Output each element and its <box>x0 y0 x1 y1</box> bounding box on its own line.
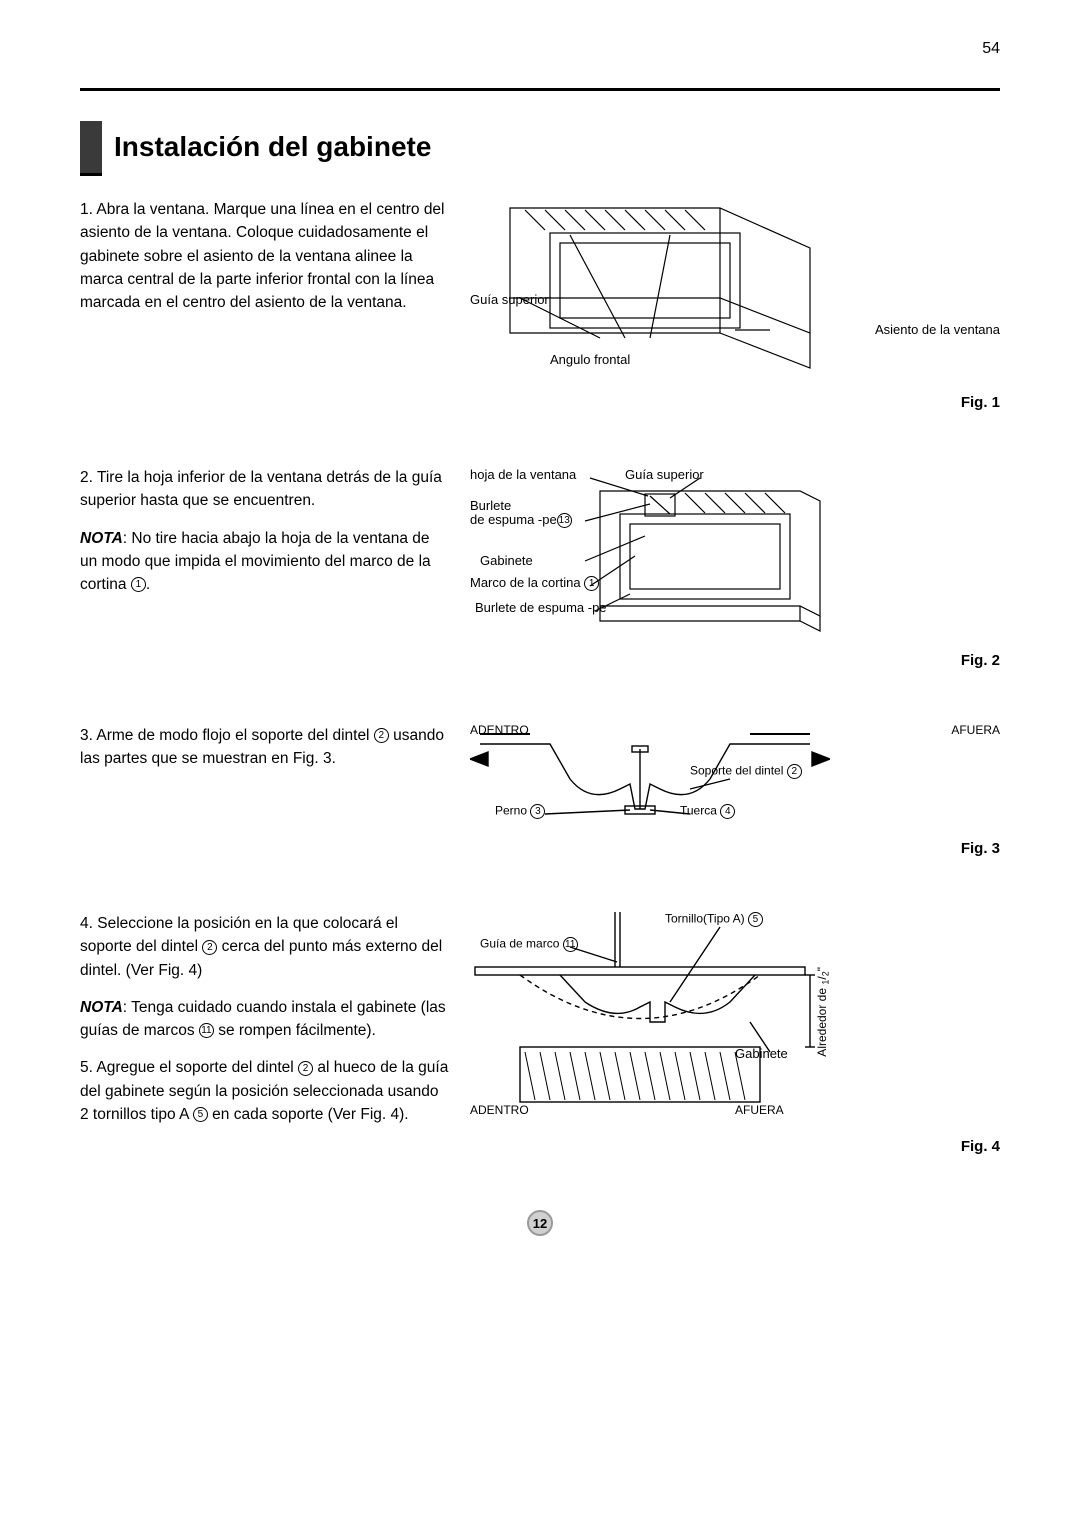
fig4-alr-c: / <box>815 976 829 979</box>
s3c: las partes que se muestran en Fig. 3. <box>80 750 336 767</box>
figure-3: ADENTRO AFUERA Soporte del dintel 2 Pern… <box>470 724 1000 857</box>
circled-5: 5 <box>193 1107 208 1122</box>
fig3-tuerca-text: Tuerca <box>680 804 720 818</box>
fig1-label-asiento: Asiento de la ventana <box>875 323 1000 337</box>
fig3-soporte: Soporte del dintel 2 <box>690 764 802 779</box>
step-3-text: 3. Arme de modo flojo el soporte del din… <box>80 724 450 857</box>
s5c: 2 tornillos tipo A <box>80 1106 193 1123</box>
fig3-afuera: AFUERA <box>951 724 1000 737</box>
fig2-marco-text: Marco de la cortina <box>470 575 584 590</box>
circled-2c: 2 <box>202 940 217 955</box>
circled-2d: 2 <box>298 1061 313 1076</box>
fig1-label-angulo: Angulo frontal <box>550 353 630 367</box>
fig4-alrededor: Alrededor de 1/2" <box>816 967 831 1057</box>
nota-label: NOTA <box>80 530 123 547</box>
fig4-afuera: AFUERA <box>735 1104 784 1117</box>
fig1-label-guia: Guía superior <box>470 293 549 307</box>
step-2-row: 2. Tire la hoja inferior de la ventana d… <box>80 466 1000 669</box>
circled-11b: 11 <box>563 937 578 952</box>
circled-11: 11 <box>199 1023 214 1038</box>
fig2-label-burlete2: Burlete de espuma -pe <box>475 601 607 615</box>
circled-13: 13 <box>557 513 572 528</box>
s4nb: se rompen fácilmente). <box>214 1022 376 1039</box>
s5d: en cada soporte (Ver Fig. 4). <box>208 1106 409 1123</box>
section-title: Instalación del gabinete <box>114 131 431 163</box>
nota-end: . <box>146 576 150 593</box>
figure-1: Guía superior Asiento de la ventana Angu… <box>470 198 1000 411</box>
fig2-label-gabinete: Gabinete <box>480 554 533 568</box>
fig2-caption: Fig. 2 <box>470 652 1000 669</box>
footer: 12 <box>80 1210 1000 1236</box>
circled-5b: 5 <box>748 912 763 927</box>
fig4-alr-e: " <box>815 967 829 971</box>
figure-2: hoja de la ventana Guía superior Burlete… <box>470 466 1000 669</box>
page-number-top: 54 <box>80 40 1000 58</box>
circled-1: 1 <box>131 577 146 592</box>
fig4-gabinete: Gabinete <box>735 1047 788 1061</box>
fig3-tuerca: Tuerca 4 <box>680 804 735 819</box>
step-4-paragraph: 4. Seleccione la posición en la que colo… <box>80 912 450 982</box>
step-5-paragraph: 5. Agregue el soporte del dintel 2 al hu… <box>80 1056 450 1126</box>
fig1-caption: Fig. 1 <box>470 394 1000 411</box>
s3b: usando <box>389 727 444 744</box>
nota-label-4: NOTA <box>80 999 123 1016</box>
fig4-caption: Fig. 4 <box>470 1138 1000 1155</box>
title-block-icon <box>80 121 102 173</box>
step-1-paragraph: 1. Abra la ventana. Marque una línea en … <box>80 198 450 314</box>
step-2-text: 2. Tire la hoja inferior de la ventana d… <box>80 466 450 669</box>
circled-4: 4 <box>720 804 735 819</box>
fig3-adentro: ADENTRO <box>470 724 529 737</box>
fig2-burlete-b: de espuma -pe <box>470 512 557 527</box>
fig4-tornillo: Tornillo(Tipo A) 5 <box>665 912 763 927</box>
fig4-alr-a: Alrededor de <box>815 985 829 1057</box>
fig4-alr-b: 1 <box>820 980 830 985</box>
fig2-label-marco: Marco de la cortina 1 <box>470 576 599 591</box>
step-1-text: 1. Abra la ventana. Marque una línea en … <box>80 198 450 411</box>
section-header: Instalación del gabinete <box>80 121 1000 173</box>
step-45-row: 4. Seleccione la posición en la que colo… <box>80 912 1000 1155</box>
circled-2b: 2 <box>787 764 802 779</box>
fig2-label-burlete1: Burlete de espuma -pe13 <box>470 499 572 528</box>
figure-4: Guía de marco 11 Tornillo(Tipo A) 5 Gabi… <box>470 912 1000 1155</box>
fig3-soporte-text: Soporte del dintel <box>690 764 787 778</box>
step-2-paragraph: 2. Tire la hoja inferior de la ventana d… <box>80 466 450 513</box>
fig3-caption: Fig. 3 <box>470 840 1000 857</box>
step-3-paragraph: 3. Arme de modo flojo el soporte del din… <box>80 724 450 771</box>
circled-1b: 1 <box>584 576 599 591</box>
fig3-perno: Perno 3 <box>495 804 545 819</box>
footer-page-badge: 12 <box>527 1210 553 1236</box>
fig3-perno-text: Perno <box>495 804 530 818</box>
fig4-alr-d: 2 <box>820 971 830 976</box>
fig4-guia-marco: Guía de marco 11 <box>480 937 578 952</box>
top-rule <box>80 88 1000 91</box>
step-2-nota: NOTA: No tire hacia abajo la hoja de la … <box>80 527 450 597</box>
step-45-text: 4. Seleccione la posición en la que colo… <box>80 912 450 1155</box>
circled-2: 2 <box>374 728 389 743</box>
circled-3: 3 <box>530 804 545 819</box>
step-4-nota: NOTA: Tenga cuidado cuando instala el ga… <box>80 996 450 1043</box>
fig4-adentro: ADENTRO <box>470 1104 529 1117</box>
step-1-row: 1. Abra la ventana. Marque una línea en … <box>80 198 1000 411</box>
fig4-gm-text: Guía de marco <box>480 937 563 951</box>
fig2-burlete-a: Burlete <box>470 498 511 513</box>
fig2-label-hoja: hoja de la ventana <box>470 468 576 482</box>
s5a: 5. Agregue el soporte del dintel <box>80 1059 298 1076</box>
fig4-tor-text: Tornillo(Tipo A) <box>665 912 748 926</box>
fig2-label-guia: Guía superior <box>625 468 704 482</box>
s3a: 3. Arme de modo flojo el soporte del din… <box>80 727 374 744</box>
step-3-row: 3. Arme de modo flojo el soporte del din… <box>80 724 1000 857</box>
